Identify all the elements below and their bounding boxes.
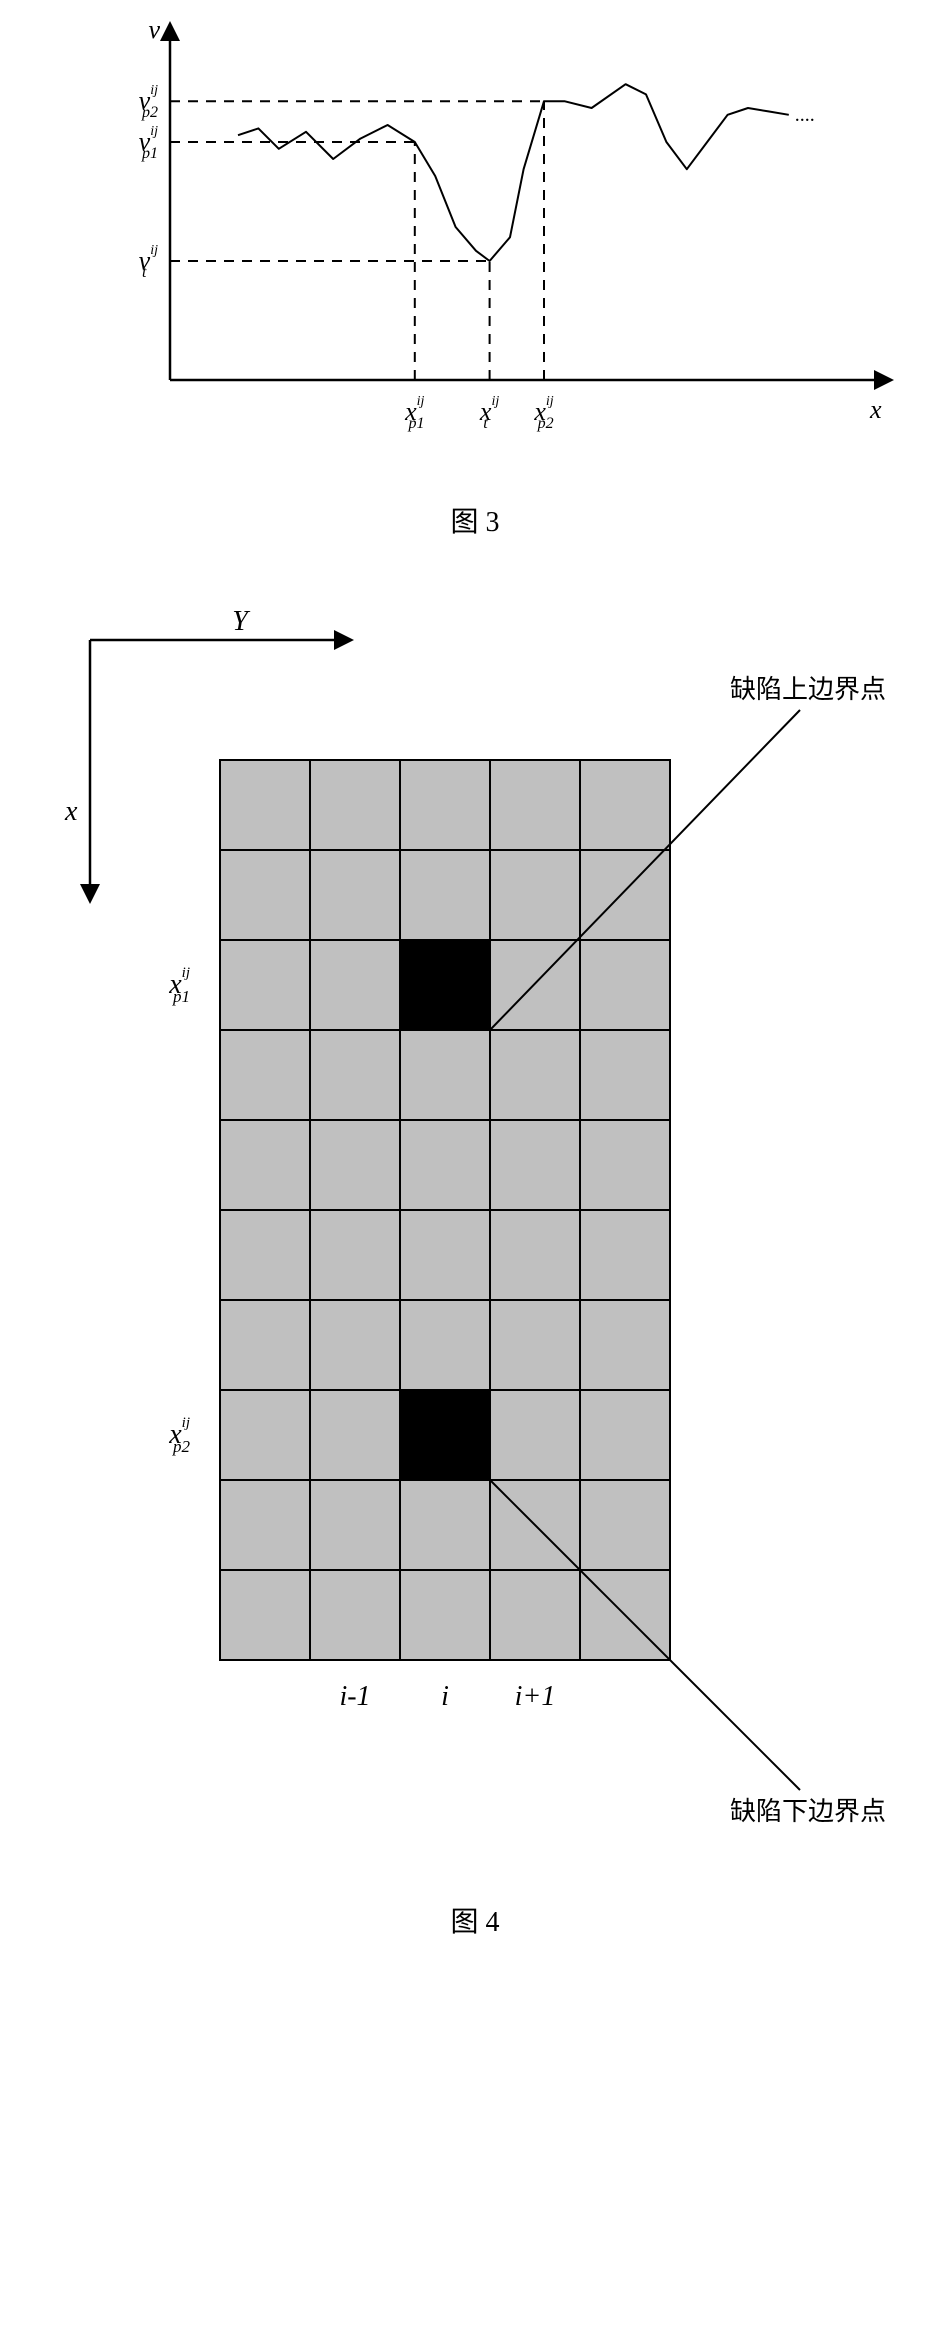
svg-text:Y: Y (232, 606, 251, 637)
svg-text:缺陷上边界点: 缺陷上边界点 (730, 675, 886, 704)
svg-text:....: .... (795, 104, 815, 126)
svg-text:v: v (148, 20, 160, 44)
svg-text:i: i (441, 1681, 449, 1712)
figure-4-svg: Yx xijp1 xijp2 i-1 i i+1 缺陷上边界点缺陷下边界点 (40, 600, 910, 1870)
figure-4-caption: 图 4 (40, 1900, 910, 1940)
figure-3-container: x v vijp2 vijp1 vijt xijp1 xijt xijp2.... 图 3 (40, 20, 910, 540)
figure-3-caption: 图 3 (40, 500, 910, 540)
svg-text:i+1: i+1 (515, 1681, 556, 1712)
svg-text:i-1: i-1 (339, 1681, 370, 1712)
figure-3-svg: x v vijp2 vijp1 vijt xijp1 xijt xijp2.... (40, 20, 910, 470)
svg-text:x: x (64, 796, 78, 827)
figure-4-chart: Yx xijp1 xijp2 i-1 i i+1 缺陷上边界点缺陷下边界点 (40, 600, 910, 1870)
svg-text:xijp2: xijp2 (533, 394, 553, 432)
svg-text:xijp2: xijp2 (168, 1415, 190, 1456)
svg-text:vijp2: vijp2 (139, 83, 158, 121)
svg-text:xijt: xijt (479, 394, 499, 432)
svg-text:vijt: vijt (139, 243, 158, 281)
svg-text:xijp1: xijp1 (168, 965, 190, 1006)
svg-text:缺陷下边界点: 缺陷下边界点 (730, 1797, 886, 1826)
figure-3-chart: x v vijp2 vijp1 vijt xijp1 xijt xijp2.... (40, 20, 910, 470)
figure-4-container: Yx xijp1 xijp2 i-1 i i+1 缺陷上边界点缺陷下边界点 图 4 (40, 600, 910, 1940)
svg-text:xijp1: xijp1 (404, 394, 424, 432)
svg-text:x: x (869, 395, 882, 424)
svg-text:vijp1: vijp1 (139, 124, 158, 162)
